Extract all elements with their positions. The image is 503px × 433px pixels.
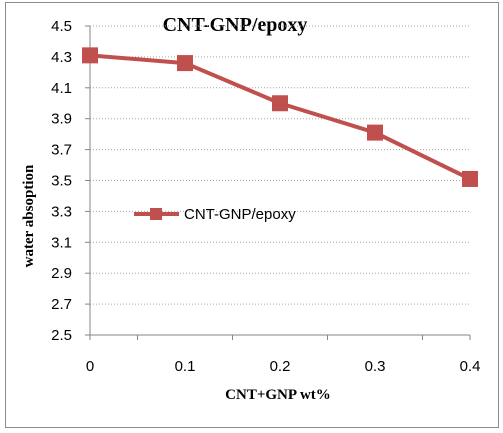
line-chart: CNT-GNP/epoxy 2.5 2.7 2.9 3.1 3.3 3.5 3.7 3.9 4.… <box>21 14 481 403</box>
y-tick-label: 3.7 <box>51 142 72 159</box>
chart-frame: CNT-GNP/epoxy 2.5 2.7 2.9 3.1 3.3 3.5 3.7 3.9 4.… <box>5 2 499 428</box>
data-point <box>177 55 193 72</box>
gridlines <box>90 25 470 305</box>
y-tick-label: 2.7 <box>51 296 72 313</box>
data-point <box>82 47 98 64</box>
data-point <box>272 95 288 112</box>
y-tick-label: 4.1 <box>51 80 72 97</box>
y-tick-labels: 2.5 2.7 2.9 3.1 3.3 3.5 3.7 3.9 4.1 4.3 4.5 <box>51 18 72 344</box>
chart-title: CNT-GNP/epoxy <box>163 14 308 36</box>
x-tick-label: 0.1 <box>175 358 196 375</box>
x-tick-label: 0 <box>86 358 94 375</box>
y-tick-label: 4.5 <box>51 18 72 35</box>
legend-marker <box>150 208 162 220</box>
y-tick-label: 3.5 <box>51 173 72 190</box>
legend: CNT-GNP/epoxy <box>134 206 296 223</box>
y-tick-label: 2.9 <box>51 265 72 282</box>
series-layer <box>82 47 478 187</box>
series-line <box>89 53 471 181</box>
x-axis-title: CNT+GNP wt% <box>225 387 331 403</box>
y-axis-title: water absoption <box>21 164 37 267</box>
x-tick-label: 0.3 <box>365 358 386 375</box>
y-tick-label: 2.5 <box>51 327 72 344</box>
legend-label: CNT-GNP/epoxy <box>184 206 296 223</box>
y-tick-label: 3.3 <box>51 203 72 220</box>
axes <box>85 25 471 340</box>
y-tick-label: 3.1 <box>51 234 72 251</box>
y-tick-label: 3.9 <box>51 111 72 128</box>
data-point <box>462 170 478 187</box>
x-tick-label: 0.2 <box>270 358 291 375</box>
x-tick-label: 0.4 <box>460 358 481 375</box>
y-tick-label: 4.3 <box>51 49 72 66</box>
data-point <box>367 124 383 141</box>
x-tick-labels: 0 0.1 0.2 0.3 0.4 <box>86 358 481 375</box>
